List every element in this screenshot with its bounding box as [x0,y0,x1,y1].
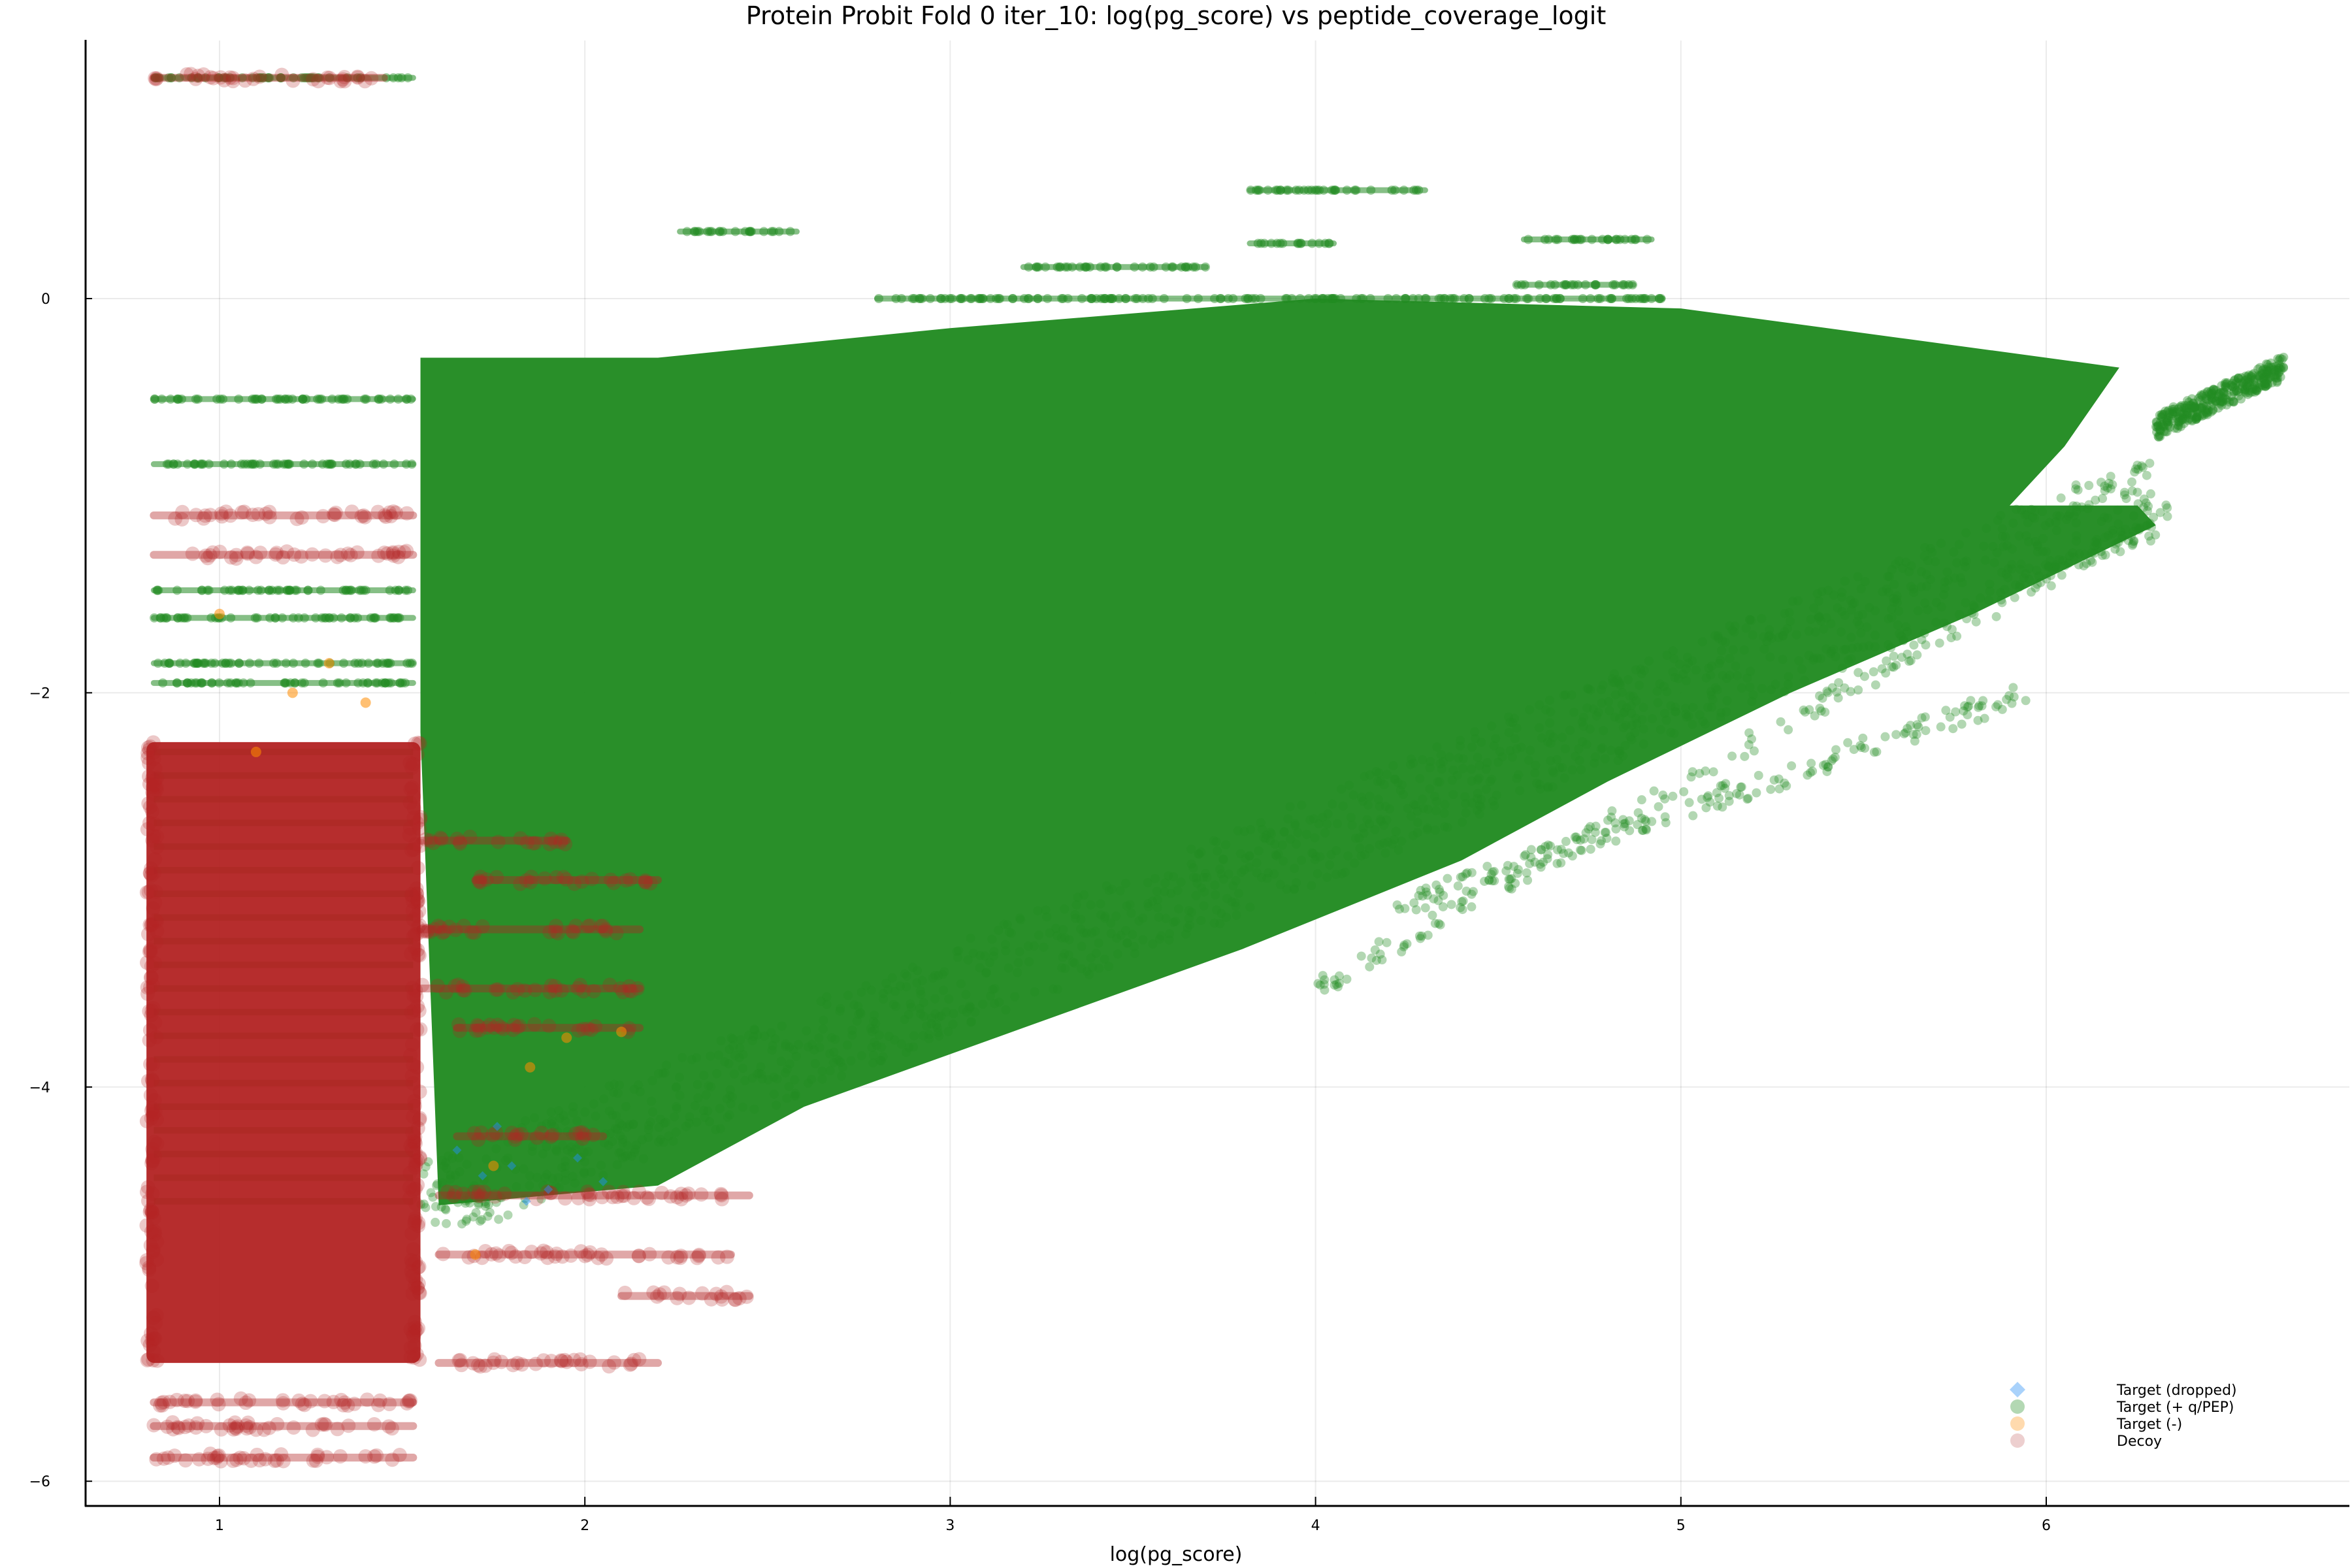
x-tick-label: 5 [1676,1518,1686,1534]
diamond-marker-icon [2010,1382,2025,1397]
y-tick-label: −6 [29,1474,50,1490]
target-fail-point [470,1249,481,1260]
x-tick-label: 4 [1311,1518,1320,1534]
target-dropped-point [507,1161,517,1171]
x-tick-label: 2 [580,1518,589,1534]
target-fail-point [360,697,371,708]
tick-marks: 1 2 3 4 5 6 0 −2 −4 −6 [29,291,2051,1534]
y-tick-label: 0 [41,291,50,308]
x-axis-label: log(pg_score) [1109,1543,1243,1566]
y-tick-label: −4 [29,1080,50,1096]
decoy-dense-block [146,742,421,1364]
legend: Target (dropped)Target (+ q/PEP)Target (… [2010,1382,2237,1450]
target-dropped-point [544,1184,553,1194]
target-fail-point [287,687,298,698]
legend-item: Target (+ q/PEP) [2010,1399,2234,1416]
target-fail-point [323,658,335,669]
legend-label: Target (+ q/PEP) [2116,1399,2234,1416]
circle-marker-icon [2010,1433,2025,1448]
x-tick-label: 6 [2042,1518,2051,1534]
target-fail-point [214,608,225,619]
target-dropped-point [573,1153,583,1163]
circle-marker-icon [2010,1416,2025,1431]
target-pass-dense-region [420,299,2156,1205]
axes [84,40,2349,1507]
target-fail-point [616,1026,627,1037]
target-dropped-point [598,1177,608,1186]
data-points [139,67,2289,1469]
target-dropped-point [492,1122,502,1132]
target-fail-point [250,746,261,757]
target-dropped-point [478,1171,487,1181]
x-tick-label: 3 [945,1518,955,1534]
legend-label: Target (dropped) [2116,1382,2237,1399]
legend-item: Decoy [2010,1433,2162,1450]
chart-title: Protein Probit Fold 0 iter_10: log(pg_sc… [745,1,1607,30]
x-tick-label: 1 [215,1518,224,1534]
target-fail-point [488,1160,499,1171]
legend-item: Target (dropped) [2010,1382,2237,1399]
circle-marker-icon [2010,1399,2025,1414]
target-fail-point [561,1032,572,1043]
y-tick-label: −2 [29,685,50,702]
legend-item: Target (-) [2010,1416,2182,1433]
legend-label: Target (-) [2116,1416,2182,1433]
target-dropped-point [521,1196,531,1206]
target-dropped-point [452,1145,462,1155]
legend-label: Decoy [2117,1433,2162,1450]
target-fail-point [525,1062,536,1073]
